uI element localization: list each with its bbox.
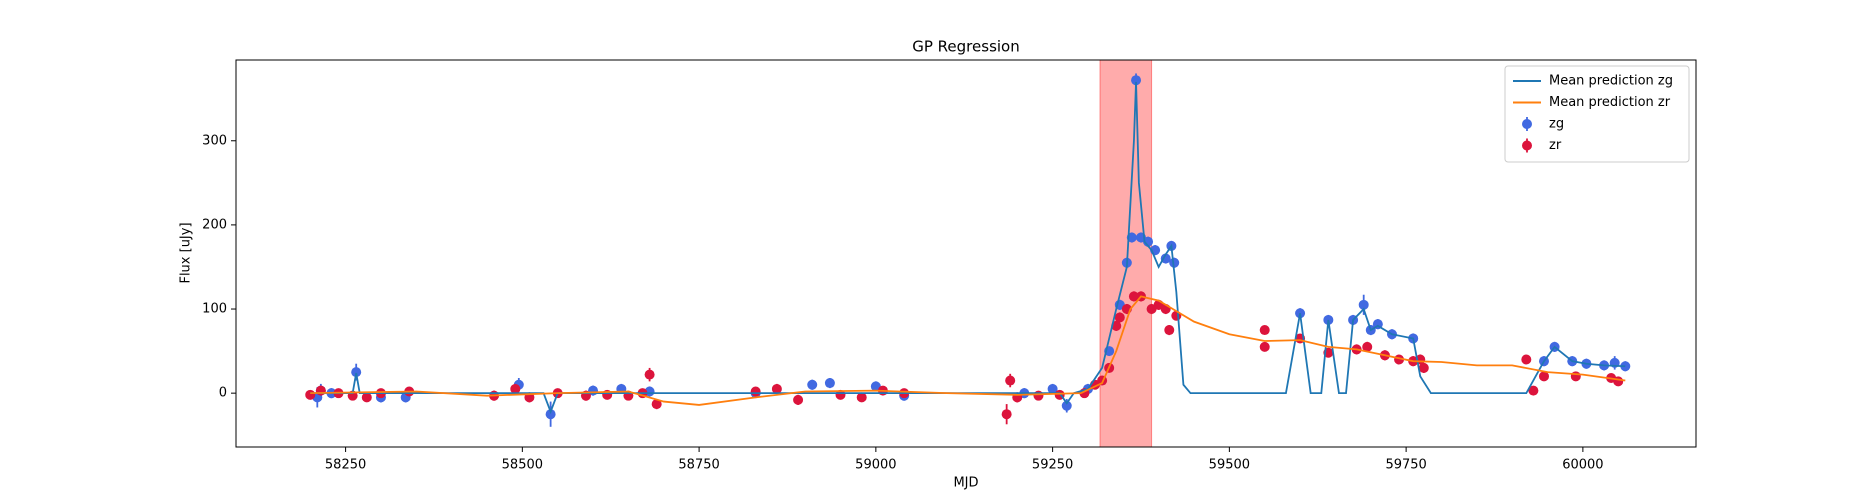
x-tick-label: 59750 — [1385, 458, 1426, 473]
data-point — [1259, 341, 1270, 352]
mean-line — [310, 81, 1626, 415]
data-point — [1570, 371, 1581, 382]
data-point — [1131, 75, 1142, 86]
data-point — [1169, 257, 1180, 268]
data-point — [1538, 371, 1549, 382]
legend-swatch — [1522, 119, 1532, 129]
legend-label: zg — [1549, 117, 1564, 132]
x-tick-label: 59000 — [855, 458, 896, 473]
legend-label: Mean prediction zr — [1549, 95, 1671, 110]
data-point — [807, 379, 818, 390]
data-point — [1613, 376, 1624, 387]
data-point — [1418, 362, 1429, 373]
plot-frame — [235, 59, 1697, 448]
data-point — [315, 385, 326, 396]
legend-box — [1504, 65, 1690, 163]
data-point — [793, 394, 804, 405]
data-point — [361, 392, 372, 403]
y-axis-label: Flux [uJy] — [179, 222, 194, 283]
data-point — [1001, 409, 1012, 420]
data-point — [1160, 253, 1171, 264]
legend-label: zr — [1549, 138, 1562, 153]
data-point — [1114, 312, 1125, 323]
y-tick-label: 300 — [202, 133, 227, 148]
data-point — [1128, 291, 1139, 302]
x-tick-label: 59250 — [1032, 458, 1073, 473]
legend-label: Mean prediction zg — [1549, 74, 1673, 89]
data-point — [305, 389, 316, 400]
chart-title: GP Regression — [912, 38, 1019, 56]
data-point — [510, 383, 521, 394]
data-point — [1005, 375, 1016, 386]
data-point — [351, 367, 362, 378]
x-tick-label: 58500 — [502, 458, 543, 473]
data-point — [644, 369, 655, 380]
data-point — [771, 383, 782, 394]
data-point — [1528, 385, 1539, 396]
data-point — [1259, 325, 1270, 336]
y-tick-label: 200 — [202, 217, 227, 232]
mean-line — [310, 295, 1626, 406]
x-tick-label: 60000 — [1562, 458, 1603, 473]
data-point — [1033, 390, 1044, 401]
x-tick-label: 58250 — [325, 458, 366, 473]
x-axis-label: MJD — [953, 476, 978, 491]
data-point — [1061, 400, 1072, 411]
x-tick-label: 58750 — [678, 458, 719, 473]
data-point — [856, 392, 867, 403]
data-point — [545, 409, 556, 420]
legend-swatch — [1522, 140, 1532, 151]
data-point — [1362, 341, 1373, 352]
data-point — [1164, 325, 1175, 336]
data-point — [824, 378, 835, 389]
data-point — [1047, 383, 1058, 394]
highlight-span — [1099, 59, 1153, 448]
y-tick-label: 100 — [202, 302, 227, 317]
data-point — [1521, 354, 1532, 365]
data-point — [750, 386, 761, 397]
x-tick-label: 59500 — [1209, 458, 1250, 473]
data-point — [1358, 299, 1369, 310]
y-tick-label: 0 — [219, 386, 227, 401]
plot-area — [305, 73, 1631, 427]
data-point — [1111, 320, 1122, 331]
data-point — [651, 399, 662, 410]
